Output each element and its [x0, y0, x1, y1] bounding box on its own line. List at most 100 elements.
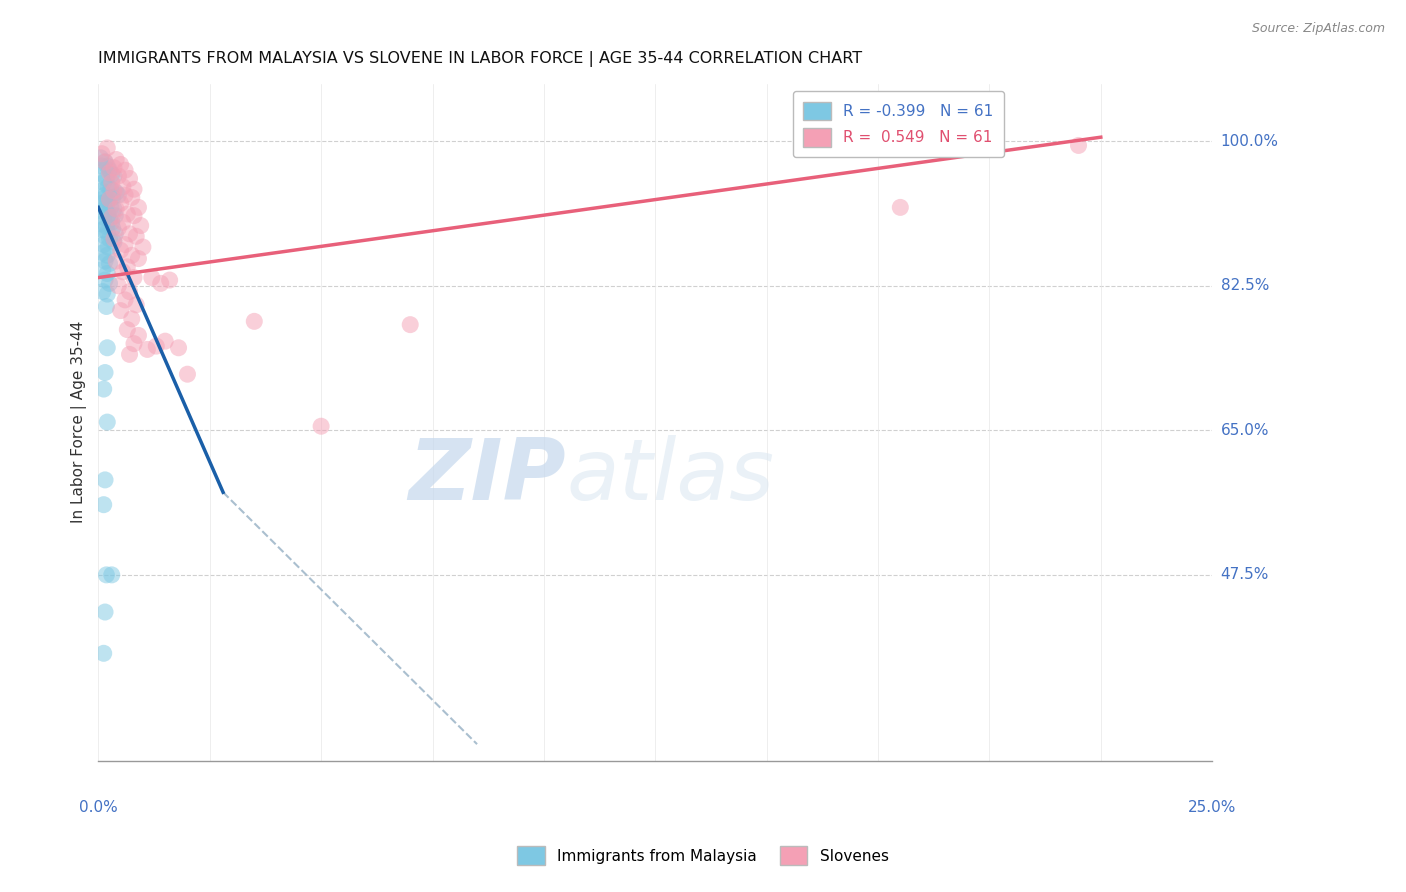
Point — [93, 211, 115, 225]
Point — [107, 278, 129, 293]
Text: ZIP: ZIP — [409, 434, 567, 517]
Point — [90, 196, 112, 211]
Point — [104, 209, 127, 223]
Point — [94, 605, 117, 619]
Y-axis label: In Labor Force | Age 35-44: In Labor Force | Age 35-44 — [72, 321, 87, 524]
Point — [90, 146, 112, 161]
Point — [153, 334, 176, 348]
Point — [96, 194, 118, 208]
Point — [96, 300, 118, 314]
Point — [97, 207, 120, 221]
Point — [93, 498, 115, 512]
Point — [97, 179, 120, 194]
Point — [98, 163, 121, 178]
Legend: R = -0.399   N = 61, R =  0.549   N = 61: R = -0.399 N = 61, R = 0.549 N = 61 — [793, 91, 1004, 158]
Point — [399, 318, 422, 332]
Text: 100.0%: 100.0% — [1220, 134, 1278, 149]
Point — [94, 155, 117, 169]
Point — [98, 192, 121, 206]
Point — [96, 415, 118, 429]
Point — [98, 256, 121, 270]
Point — [103, 235, 125, 249]
Point — [93, 382, 115, 396]
Point — [93, 176, 115, 190]
Point — [94, 254, 117, 268]
Point — [149, 277, 172, 291]
Point — [101, 221, 124, 235]
Point — [94, 229, 117, 244]
Point — [176, 368, 198, 382]
Point — [129, 219, 152, 233]
Point — [159, 273, 181, 287]
Point — [127, 200, 149, 214]
Point — [117, 323, 139, 337]
Point — [105, 254, 128, 268]
Text: 65.0%: 65.0% — [1220, 423, 1270, 438]
Point — [91, 262, 114, 277]
Text: 82.5%: 82.5% — [1220, 278, 1268, 293]
Text: atlas: atlas — [567, 434, 775, 517]
Point — [96, 219, 118, 234]
Point — [110, 303, 132, 318]
Point — [96, 141, 118, 155]
Point — [101, 190, 124, 204]
Point — [103, 169, 125, 183]
Point — [90, 159, 112, 173]
Point — [96, 287, 118, 301]
Point — [114, 163, 136, 178]
Point — [100, 215, 122, 229]
Text: IMMIGRANTS FROM MALAYSIA VS SLOVENE IN LABOR FORCE | AGE 35-44 CORRELATION CHART: IMMIGRANTS FROM MALAYSIA VS SLOVENE IN L… — [98, 51, 862, 67]
Point — [122, 270, 145, 285]
Legend: Immigrants from Malaysia, Slovenes: Immigrants from Malaysia, Slovenes — [512, 840, 894, 871]
Point — [125, 229, 148, 244]
Point — [110, 157, 132, 171]
Point — [96, 248, 118, 262]
Point — [127, 328, 149, 343]
Point — [121, 190, 143, 204]
Point — [118, 285, 141, 299]
Point — [117, 260, 139, 274]
Point — [114, 237, 136, 252]
Point — [91, 285, 114, 299]
Point — [118, 171, 141, 186]
Point — [889, 200, 911, 214]
Point — [94, 188, 117, 202]
Point — [110, 196, 132, 211]
Point — [90, 217, 112, 231]
Point — [94, 366, 117, 380]
Point — [93, 646, 115, 660]
Point — [100, 211, 122, 225]
Point — [98, 212, 121, 227]
Point — [141, 270, 163, 285]
Point — [96, 225, 118, 239]
Point — [104, 227, 127, 241]
Point — [107, 169, 129, 183]
Point — [114, 293, 136, 307]
Point — [118, 227, 141, 241]
Point — [117, 207, 139, 221]
Point — [94, 473, 117, 487]
Point — [93, 237, 115, 252]
Point — [118, 347, 141, 361]
Point — [122, 182, 145, 196]
Point — [103, 161, 125, 175]
Point — [136, 343, 159, 357]
Point — [132, 240, 155, 254]
Point — [122, 209, 145, 223]
Point — [105, 202, 128, 216]
Point — [96, 159, 118, 173]
Point — [103, 202, 125, 216]
Point — [103, 184, 125, 198]
Point — [107, 188, 129, 202]
Text: 0.0%: 0.0% — [79, 799, 118, 814]
Point — [100, 567, 122, 582]
Point — [98, 277, 121, 291]
Point — [96, 171, 118, 186]
Point — [91, 204, 114, 219]
Point — [94, 273, 117, 287]
Point — [100, 176, 122, 190]
Point — [96, 267, 118, 281]
Point — [111, 179, 134, 194]
Text: 25.0%: 25.0% — [1188, 799, 1236, 814]
Point — [111, 265, 134, 279]
